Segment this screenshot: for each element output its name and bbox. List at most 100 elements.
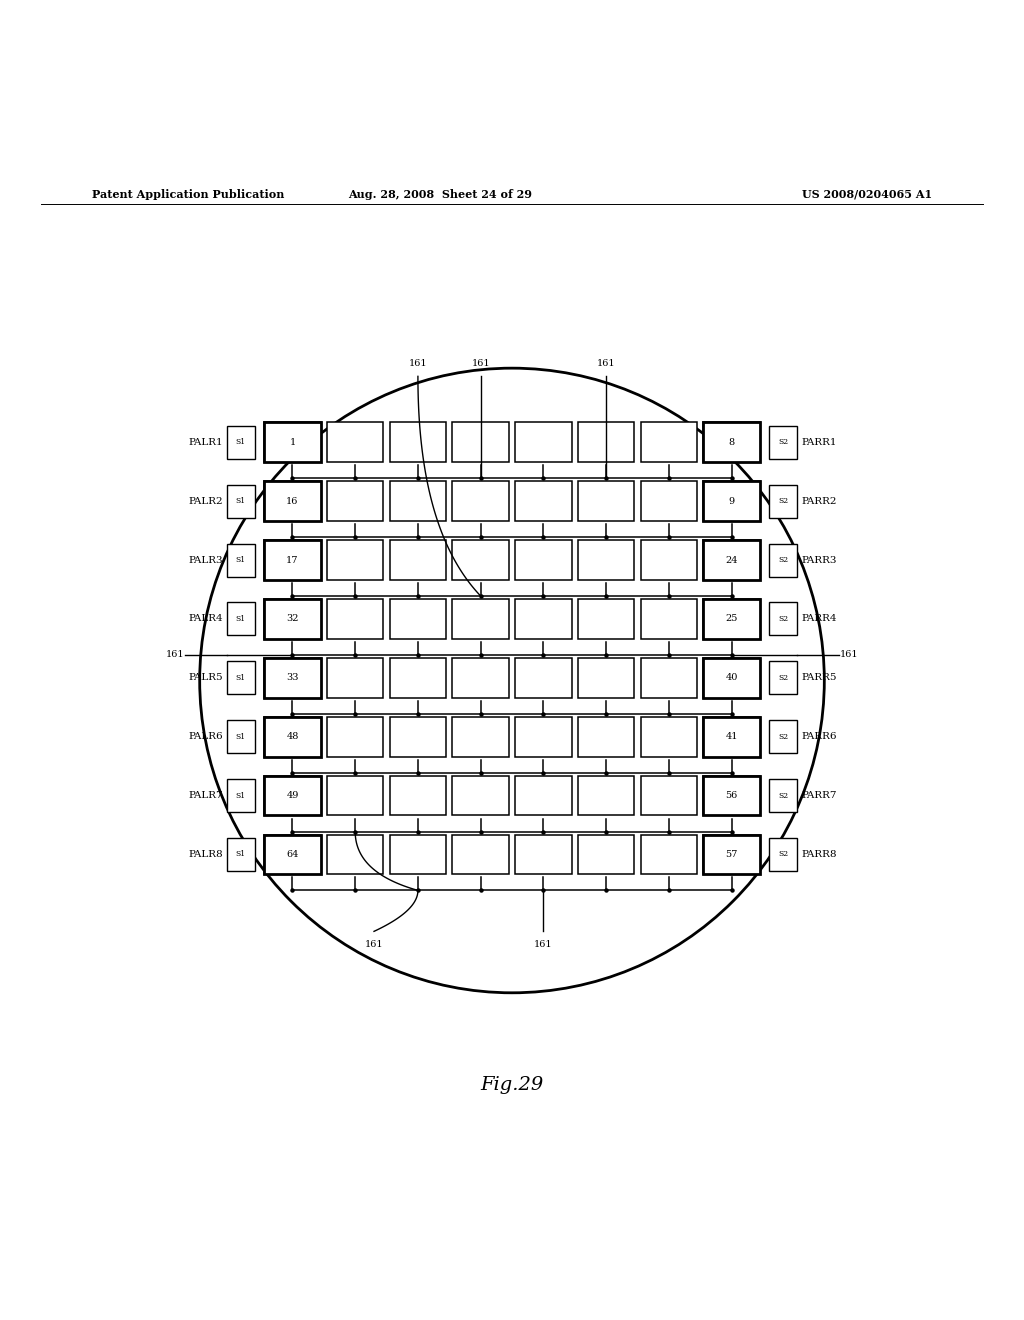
Text: PARR3: PARR3: [802, 556, 837, 565]
Bar: [703, 657, 760, 698]
Text: PARR8: PARR8: [802, 850, 837, 859]
Text: S1: S1: [236, 498, 246, 506]
Bar: [641, 717, 697, 756]
Bar: [226, 544, 255, 577]
Bar: [703, 834, 760, 874]
Text: 64: 64: [287, 850, 299, 859]
Bar: [515, 776, 571, 816]
Bar: [515, 717, 571, 756]
Text: 33: 33: [287, 673, 299, 682]
Bar: [769, 426, 798, 459]
Bar: [327, 599, 384, 639]
Text: 9: 9: [728, 496, 734, 506]
Text: 161: 161: [597, 359, 615, 368]
Bar: [389, 422, 446, 462]
Bar: [769, 779, 798, 812]
Bar: [389, 540, 446, 579]
Bar: [703, 482, 760, 521]
Text: US 2008/0204065 A1: US 2008/0204065 A1: [802, 189, 932, 199]
Text: S2: S2: [778, 438, 788, 446]
Bar: [515, 540, 571, 579]
Bar: [453, 540, 509, 579]
Bar: [703, 599, 760, 639]
Bar: [327, 657, 384, 698]
Text: S2: S2: [778, 733, 788, 741]
Text: S1: S1: [236, 733, 246, 741]
Text: S2: S2: [778, 673, 788, 682]
Text: 8: 8: [728, 438, 734, 447]
Bar: [703, 834, 760, 874]
Bar: [453, 657, 509, 698]
Text: 40: 40: [725, 673, 737, 682]
Bar: [515, 834, 571, 874]
Bar: [226, 721, 255, 754]
Bar: [703, 776, 760, 816]
Bar: [226, 426, 255, 459]
Bar: [641, 422, 697, 462]
Bar: [264, 834, 321, 874]
Bar: [264, 776, 321, 816]
Bar: [389, 717, 446, 756]
Text: PALR3: PALR3: [188, 556, 222, 565]
Text: PARR4: PARR4: [802, 615, 837, 623]
Text: 57: 57: [725, 850, 737, 859]
Text: 41: 41: [725, 733, 737, 742]
Text: S1: S1: [236, 615, 246, 623]
Text: PALR2: PALR2: [188, 496, 222, 506]
Bar: [703, 482, 760, 521]
Bar: [515, 599, 571, 639]
Bar: [703, 717, 760, 756]
Bar: [453, 422, 509, 462]
Bar: [264, 422, 321, 462]
Bar: [389, 599, 446, 639]
Bar: [641, 540, 697, 579]
Bar: [703, 540, 760, 579]
Bar: [327, 834, 384, 874]
Bar: [264, 717, 321, 756]
Text: PALR7: PALR7: [188, 791, 222, 800]
Bar: [703, 422, 760, 462]
Text: PARR2: PARR2: [802, 496, 837, 506]
Bar: [264, 482, 321, 521]
Bar: [641, 834, 697, 874]
Bar: [264, 482, 321, 521]
Bar: [453, 717, 509, 756]
Text: PALR5: PALR5: [188, 673, 222, 682]
Text: PALR4: PALR4: [188, 615, 222, 623]
Bar: [641, 482, 697, 521]
Text: Patent Application Publication: Patent Application Publication: [92, 189, 285, 199]
Text: 25: 25: [725, 615, 737, 623]
Bar: [453, 776, 509, 816]
Text: 1: 1: [290, 438, 296, 447]
Bar: [453, 834, 509, 874]
Text: S2: S2: [778, 556, 788, 564]
Bar: [453, 599, 509, 639]
Bar: [769, 484, 798, 517]
Bar: [226, 838, 255, 871]
Bar: [578, 482, 635, 521]
Bar: [703, 776, 760, 816]
Bar: [264, 540, 321, 579]
Text: PARR5: PARR5: [802, 673, 837, 682]
Bar: [226, 602, 255, 635]
Bar: [327, 422, 384, 462]
Bar: [264, 422, 321, 462]
Text: S1: S1: [236, 556, 246, 564]
Text: 161: 161: [409, 359, 427, 368]
Bar: [264, 717, 321, 756]
Bar: [327, 717, 384, 756]
Text: 17: 17: [287, 556, 299, 565]
Bar: [641, 776, 697, 816]
Bar: [327, 776, 384, 816]
Bar: [264, 776, 321, 816]
Text: 24: 24: [725, 556, 737, 565]
Bar: [578, 717, 635, 756]
Text: 161: 161: [471, 359, 489, 368]
Bar: [453, 482, 509, 521]
Text: 161: 161: [535, 940, 553, 949]
Bar: [703, 657, 760, 698]
Bar: [703, 540, 760, 579]
Bar: [389, 657, 446, 698]
Bar: [264, 599, 321, 639]
Bar: [769, 661, 798, 694]
